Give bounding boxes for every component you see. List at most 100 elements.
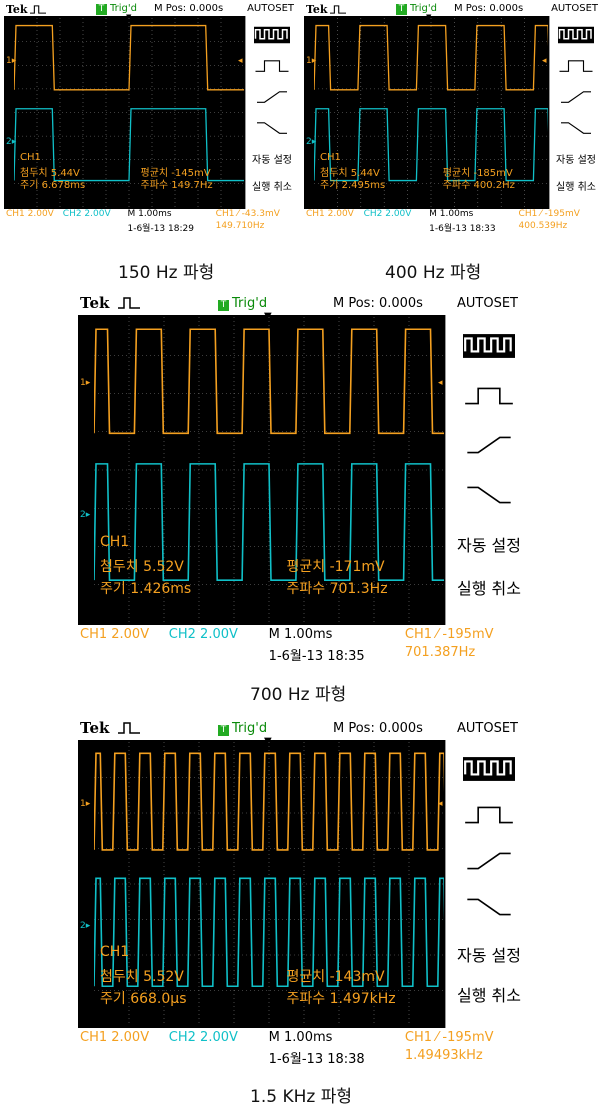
trigger-position-marker: ▼ — [264, 736, 272, 747]
trigger-icon: T — [396, 4, 407, 15]
top-status-bar: Tek T Trig'd M Pos: 0.000s AUTOSET — [4, 2, 298, 16]
autoset-menu-item[interactable]: 자동 설정 — [252, 155, 292, 167]
ch2-scale: CH2 2.00V — [168, 627, 238, 642]
single-pulse-icon-button[interactable] — [246, 53, 298, 80]
rising-edge-icon-button[interactable] — [446, 424, 532, 467]
trigger-position-marker: ▼ — [426, 13, 432, 21]
square-wave-icon-button[interactable] — [446, 749, 532, 789]
top-status-bar: Tek T Trig'd M Pos: 0.000s AUTOSET — [78, 718, 532, 740]
square-wave-icon — [463, 756, 515, 781]
ch1-scale: CH1 2.00V — [6, 209, 54, 219]
timebase: M 1.00ms — [429, 209, 474, 219]
trigger-status: T Trig'd — [218, 296, 267, 311]
square-wave-icon-button[interactable] — [550, 22, 602, 49]
period-value: 주기 6.678ms — [20, 180, 86, 192]
ch1-ground-marker: 1▸ — [6, 55, 17, 66]
scope-footer: CH1 2.00V CH2 2.00V M 1.00ms 1-6월-13 18:35 C… — [78, 625, 532, 665]
ch2-trace — [14, 108, 244, 182]
trigger-status-label: Trig'd — [110, 3, 137, 14]
trigger-level-marker: ◂ — [438, 378, 443, 389]
trigger-level: CH1 ⁄ -195mV — [518, 209, 580, 219]
single-pulse-icon-button[interactable] — [446, 374, 532, 417]
run-state-icon — [118, 297, 140, 312]
single-pulse-icon — [465, 806, 513, 824]
caption-1500hz: 1.5 KHz 파형 — [250, 1087, 352, 1107]
trigger-status: T Trig'd — [218, 721, 267, 736]
horizontal-position: M Pos: 0.000s — [333, 296, 423, 311]
timebase: M 1.00ms — [268, 1030, 333, 1045]
autoset-menu-item[interactable]: 자동 설정 — [556, 155, 596, 167]
undo-menu-item[interactable]: 실행 취소 — [457, 985, 521, 1005]
waveform-display — [94, 317, 444, 623]
measurement-channel: CH1 — [320, 152, 341, 164]
brand-logo: Tek — [80, 719, 110, 737]
rising-edge-icon-button[interactable] — [550, 84, 602, 111]
ch1-ground-marker: 1▸ — [80, 798, 91, 809]
scope-150hz: Tek T Trig'd M Pos: 0.000s AUTOSET ▼ 1▸ 2▸ ◂ CH1 첨… — [4, 2, 298, 235]
run-state-icon — [118, 722, 140, 737]
timestamp: 1-6월-13 18:38 — [268, 1052, 365, 1067]
mean-value: 평균치 -171mV — [286, 559, 385, 576]
falling-edge-icon-button[interactable] — [446, 887, 532, 927]
autoset-title: AUTOSET — [551, 3, 598, 14]
trigger-level: CH1 ⁄ -195mV — [404, 627, 494, 642]
single-pulse-icon-button[interactable] — [446, 795, 532, 835]
measurement-channel: CH1 — [100, 534, 130, 551]
mean-value: 평균치 -145mV — [140, 168, 211, 180]
falling-edge-icon — [467, 898, 511, 916]
falling-edge-icon-button[interactable] — [550, 114, 602, 141]
horizontal-position: M Pos: 0.000s — [454, 3, 524, 14]
ch2-trace — [94, 877, 444, 988]
trigger-status: T Trig'd — [396, 3, 437, 15]
frequency-value: 주파수 1.497kHz — [286, 990, 396, 1007]
mean-value: 평균치 -143mV — [286, 968, 385, 985]
scope-1500hz: Tek T Trig'd M Pos: 0.000s AUTOSET ▼ 1▸ 2▸ ◂ CH1 첨… — [78, 718, 532, 1068]
ch2-ground-marker: 2▸ — [80, 509, 91, 520]
timestamp: 1-6월-13 18:35 — [268, 649, 365, 664]
trigger-level: CH1 ⁄ -195mV — [404, 1030, 494, 1045]
measurement-channel: CH1 — [100, 943, 130, 960]
ch1-scale: CH1 2.00V — [306, 209, 354, 219]
trigger-frequency: 400.539Hz — [518, 221, 568, 231]
undo-menu-item[interactable]: 실행 취소 — [457, 579, 521, 599]
period-value: 주기 2.495ms — [320, 180, 386, 192]
trigger-level-marker: ◂ — [542, 55, 547, 66]
timestamp: 1-6월-13 18:29 — [127, 224, 194, 234]
waveform-display — [94, 742, 444, 1026]
falling-edge-icon-button[interactable] — [446, 473, 532, 516]
horizontal-position: M Pos: 0.000s — [154, 3, 224, 14]
horizontal-position: M Pos: 0.000s — [333, 721, 423, 736]
trigger-level: CH1 ⁄ -43.3mV — [215, 209, 280, 219]
undo-menu-item[interactable]: 실행 취소 — [556, 182, 596, 194]
top-status-bar: Tek T Trig'd M Pos: 0.000s AUTOSET — [304, 2, 602, 16]
autoset-menu-item[interactable]: 자동 설정 — [457, 945, 521, 965]
mean-value: 평균치 -185mV — [442, 168, 513, 180]
autoset-menu-item[interactable]: 자동 설정 — [457, 536, 521, 555]
period-value: 주기 1.426ms — [100, 581, 192, 598]
scope-700hz: Tek T Trig'd M Pos: 0.000s AUTOSET ▼ 1▸ 2▸ ◂ CH1 첨… — [78, 293, 532, 665]
timestamp: 1-6월-13 18:33 — [429, 224, 496, 234]
square-wave-icon-button[interactable] — [446, 324, 532, 367]
frequency-value: 주파수 701.3Hz — [286, 581, 388, 598]
trigger-status-label: Trig'd — [232, 721, 268, 736]
undo-menu-item[interactable]: 실행 취소 — [252, 182, 292, 194]
trigger-level-marker: ◂ — [238, 55, 243, 66]
ch2-ground-marker: 2▸ — [306, 137, 317, 148]
trigger-icon: T — [218, 300, 229, 311]
ch2-ground-marker: 2▸ — [6, 137, 17, 148]
ch2-scale: CH2 2.00V — [62, 209, 111, 219]
rising-edge-icon-button[interactable] — [446, 841, 532, 881]
single-pulse-icon-button[interactable] — [550, 53, 602, 80]
waveform-display — [314, 18, 548, 207]
falling-edge-icon — [467, 486, 511, 504]
brand-logo: Tek — [6, 3, 28, 16]
falling-edge-icon-button[interactable] — [246, 114, 298, 141]
ch2-scale: CH2 2.00V — [168, 1030, 238, 1045]
top-status-bar: Tek T Trig'd M Pos: 0.000s AUTOSET — [78, 293, 532, 315]
ch1-ground-marker: 1▸ — [80, 378, 91, 389]
frequency-value: 주파수 400.2Hz — [442, 180, 515, 192]
square-wave-icon-button[interactable] — [246, 22, 298, 49]
rising-edge-icon-button[interactable] — [246, 84, 298, 111]
rising-edge-icon — [561, 91, 591, 103]
